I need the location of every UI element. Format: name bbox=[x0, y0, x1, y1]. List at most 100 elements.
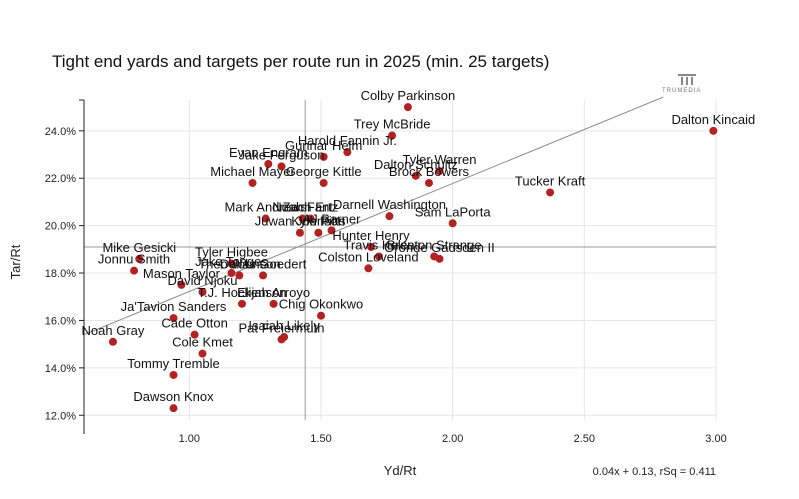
y-tick-label: 18.0% bbox=[45, 268, 76, 280]
data-point bbox=[295, 228, 304, 237]
trendline-group bbox=[83, 96, 664, 336]
point-label: Jake Tonges bbox=[195, 254, 268, 269]
point-label: Darnell Washington bbox=[333, 197, 446, 212]
data-point bbox=[411, 171, 420, 180]
point-label: Isaiah Likely bbox=[248, 318, 320, 333]
point-label: Dawson Knox bbox=[133, 389, 214, 404]
point-label: Chig Okonkwo bbox=[279, 297, 364, 312]
data-point bbox=[403, 103, 412, 112]
data-point bbox=[298, 214, 307, 223]
data-point bbox=[319, 152, 328, 161]
x-axis-label: Yd/Rt bbox=[384, 463, 417, 478]
point-label: Michael Mayer bbox=[210, 164, 295, 179]
data-point bbox=[306, 214, 315, 223]
point-label: T.J. Hockenson bbox=[198, 285, 287, 300]
x-tick-label: 2.50 bbox=[574, 433, 595, 445]
point-label: Mark Andrews bbox=[225, 200, 308, 215]
data-point bbox=[277, 162, 286, 171]
point-label: Sam LaPorta bbox=[415, 204, 492, 219]
x-tick-label: 2.00 bbox=[442, 433, 463, 445]
data-point bbox=[169, 314, 178, 323]
point-label: Elijah Arroyo bbox=[237, 285, 310, 300]
x-tick-label: 1.50 bbox=[310, 433, 331, 445]
point-label: Jake Ferguson bbox=[239, 147, 325, 162]
y-tick-label: 14.0% bbox=[45, 363, 76, 375]
point-label: David Njoku bbox=[167, 273, 237, 288]
point-label: Dalton Schultz bbox=[374, 157, 458, 172]
data-point bbox=[108, 337, 117, 346]
point-label: Kyle Pitts bbox=[291, 214, 346, 229]
point-label: George Kittle bbox=[286, 164, 362, 179]
data-point bbox=[448, 219, 457, 228]
data-point bbox=[135, 254, 144, 263]
point-label: Tommy Tremble bbox=[127, 356, 219, 371]
data-point bbox=[280, 333, 289, 342]
data-point bbox=[261, 214, 270, 223]
point-label: Dalton Kincaid bbox=[671, 112, 755, 127]
point-label: Colston Loveland bbox=[318, 249, 418, 264]
data-point bbox=[264, 160, 273, 168]
data-point bbox=[343, 148, 352, 157]
point-label: Tyler Higbee bbox=[195, 245, 268, 260]
point-label: Jonnu Smith bbox=[98, 252, 170, 267]
y-axis-label: Tar/Rt bbox=[8, 244, 23, 279]
point-label: Tyler Warren bbox=[403, 152, 477, 167]
data-point bbox=[388, 131, 397, 140]
data-point bbox=[259, 271, 268, 280]
trumedia-logo: TRUMEDIA bbox=[662, 74, 701, 94]
grid-lines bbox=[84, 100, 717, 420]
x-tick-label: 1.00 bbox=[179, 433, 200, 445]
data-point bbox=[546, 188, 555, 197]
point-label: Evan Engram bbox=[229, 145, 308, 160]
point-label: Zach Ertz bbox=[283, 200, 339, 215]
trumedia-logo-icon bbox=[678, 74, 696, 85]
data-point bbox=[327, 226, 336, 235]
y-tick-label: 12.0% bbox=[45, 410, 76, 422]
data-point bbox=[235, 271, 244, 280]
point-label: Gunnar Helm bbox=[285, 138, 362, 153]
data-point bbox=[314, 228, 323, 237]
data-points bbox=[108, 103, 718, 413]
point-label: Colby Parkinson bbox=[361, 88, 456, 103]
y-tick-label: 24.0% bbox=[45, 126, 76, 138]
point-label: Juwan Johnson bbox=[255, 214, 345, 229]
point-label: Theo Johnson bbox=[198, 256, 280, 271]
point-label: Trey McBride bbox=[354, 117, 431, 132]
point-labels: Colby Parkinson Trey McBride Dalton Kincai… bbox=[82, 88, 756, 404]
data-point bbox=[227, 259, 236, 268]
data-point bbox=[435, 254, 444, 263]
data-point bbox=[169, 404, 178, 413]
point-label: Mike Gesicki bbox=[102, 240, 176, 255]
data-point bbox=[374, 252, 383, 261]
data-point bbox=[227, 269, 236, 278]
point-label: Noah Fant bbox=[272, 200, 333, 215]
trumedia-logo-text: TRUMEDIA bbox=[662, 88, 701, 94]
data-point bbox=[198, 288, 207, 296]
data-point bbox=[169, 370, 178, 379]
x-tick-label: 3.00 bbox=[705, 433, 726, 445]
point-label: Tucker Kraft bbox=[515, 173, 586, 188]
data-point bbox=[177, 280, 186, 289]
data-point bbox=[385, 212, 394, 221]
point-label: Pat Freiermuth bbox=[239, 320, 325, 335]
point-label: Harold Fannin Jr. bbox=[298, 133, 397, 148]
point-label: Brenton Strange bbox=[387, 237, 482, 252]
data-point bbox=[424, 178, 433, 187]
axes: 1.00 1.50 2.00 2.50 3.00 12.0% 14.0% 16.0% 18.0%… bbox=[45, 99, 727, 445]
chart-title: Tight end yards and targets per route ru… bbox=[52, 52, 549, 71]
data-point bbox=[367, 242, 376, 251]
point-label: Noah Gray bbox=[82, 323, 145, 338]
point-label: Travis Kelce bbox=[343, 237, 414, 252]
mean-lines bbox=[84, 100, 716, 420]
y-tick-label: 22.0% bbox=[45, 173, 76, 185]
data-point bbox=[317, 311, 325, 320]
data-point bbox=[248, 178, 257, 187]
trendline bbox=[83, 96, 664, 336]
data-point bbox=[198, 349, 207, 358]
point-label: Ja'Tavion Sanders bbox=[121, 299, 227, 314]
data-point bbox=[319, 178, 328, 187]
data-point bbox=[364, 264, 373, 273]
point-label: AJ Barner bbox=[303, 211, 361, 226]
point-label: Dallas Goedert bbox=[220, 256, 307, 271]
